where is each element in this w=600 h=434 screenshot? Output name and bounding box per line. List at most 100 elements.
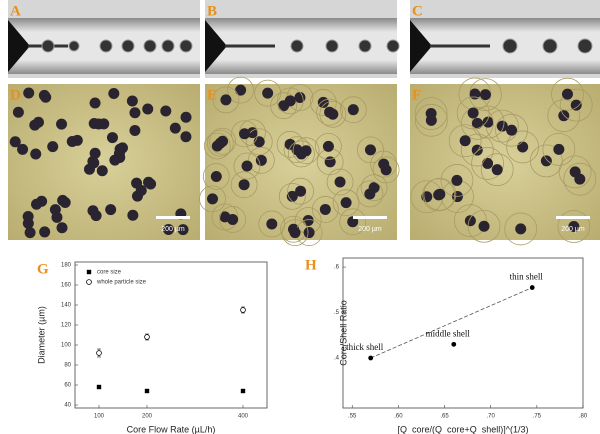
droplet <box>359 40 371 52</box>
particle <box>365 144 376 155</box>
panel-label: C <box>412 3 423 19</box>
particle <box>57 195 68 206</box>
droplet <box>122 40 134 52</box>
particle <box>239 128 250 139</box>
figure: ABC200 µmD200 µmE200 µmF1002004004060801… <box>0 0 600 434</box>
particle <box>327 109 338 120</box>
particle <box>39 226 50 237</box>
x-tick-label: .75 <box>533 414 542 420</box>
particle <box>562 89 573 100</box>
particle <box>541 155 552 166</box>
particle <box>108 88 119 99</box>
scale-bar <box>353 216 387 219</box>
particle <box>13 107 24 118</box>
particle <box>56 119 67 130</box>
particle <box>170 123 181 134</box>
point <box>241 389 245 393</box>
particle <box>472 145 483 156</box>
y-tick-label: 100 <box>61 343 72 349</box>
particle <box>160 105 171 116</box>
droplet <box>180 40 192 52</box>
point <box>97 351 102 356</box>
particle <box>235 85 246 96</box>
droplet <box>144 40 156 52</box>
particle <box>460 135 471 146</box>
particle <box>136 185 147 196</box>
x-tick-label: .70 <box>487 414 496 420</box>
droplet <box>162 40 174 52</box>
droplet <box>42 40 54 52</box>
particle <box>47 141 58 152</box>
particle <box>67 136 78 147</box>
y-axis-label: Diameter (µm) <box>36 306 46 364</box>
particle <box>348 104 359 115</box>
particle <box>304 227 315 238</box>
particle <box>254 136 265 147</box>
y-tick-label: 160 <box>61 283 72 289</box>
photo-panel: A <box>8 0 200 78</box>
y-tick-label: 40 <box>64 403 71 409</box>
particle <box>320 204 331 215</box>
droplet <box>503 39 517 53</box>
particle <box>212 141 223 152</box>
legend-marker <box>87 280 92 285</box>
panel-label: B <box>207 3 217 19</box>
scale-bar-label: 200 µm <box>358 226 382 233</box>
particle <box>39 90 50 101</box>
x-tick-label: 200 <box>142 414 153 420</box>
particle <box>479 221 490 232</box>
particle <box>127 210 138 221</box>
particle <box>10 136 21 147</box>
particle <box>97 165 108 176</box>
x-axis-label: [Q_core/(Q_core+Q_shell)]^(1/3) <box>397 424 528 434</box>
particle <box>90 97 101 108</box>
particle <box>434 189 445 200</box>
particle <box>127 96 138 107</box>
particle <box>295 186 306 197</box>
photo-panel: B <box>205 0 399 78</box>
particle <box>91 210 102 221</box>
particle <box>211 171 222 182</box>
particle <box>480 89 491 100</box>
scale-bar-label: 200 µm <box>161 226 185 233</box>
x-tick-label: .55 <box>348 414 357 420</box>
droplet <box>326 40 338 52</box>
particle <box>242 160 253 171</box>
point <box>145 335 150 340</box>
particle <box>181 112 192 123</box>
droplet <box>578 39 592 53</box>
point <box>451 342 456 347</box>
particle <box>23 218 34 229</box>
particle <box>143 177 154 188</box>
particle <box>571 100 582 111</box>
particle <box>426 115 437 126</box>
photo-panel: C <box>410 0 600 78</box>
point-label: thin shell <box>510 272 544 282</box>
particle <box>262 88 273 99</box>
point <box>145 389 149 393</box>
particle <box>364 188 375 199</box>
x-tick-label: 100 <box>94 414 105 420</box>
scale-bar <box>556 216 590 219</box>
particle <box>220 94 231 105</box>
y-axis-label: Core/Shell Ratio <box>338 300 348 366</box>
particle <box>180 131 191 142</box>
particle <box>553 144 564 155</box>
particle <box>114 152 125 163</box>
particle <box>93 118 104 129</box>
particle <box>23 88 34 99</box>
point <box>241 308 246 313</box>
y-tick-label: .6 <box>334 265 340 271</box>
particle <box>285 95 296 106</box>
particle <box>129 125 140 136</box>
page: ABC200 µmD200 µmE200 µmF1002004004060801… <box>0 0 600 434</box>
point <box>530 285 535 290</box>
droplet <box>69 41 79 51</box>
particle <box>90 148 101 159</box>
panel-label: F <box>412 87 421 103</box>
point-label: thick shell <box>346 342 384 352</box>
y-tick-label: 80 <box>64 363 71 369</box>
y-tick-label: 60 <box>64 383 71 389</box>
particle <box>492 164 503 175</box>
particle <box>239 179 250 190</box>
